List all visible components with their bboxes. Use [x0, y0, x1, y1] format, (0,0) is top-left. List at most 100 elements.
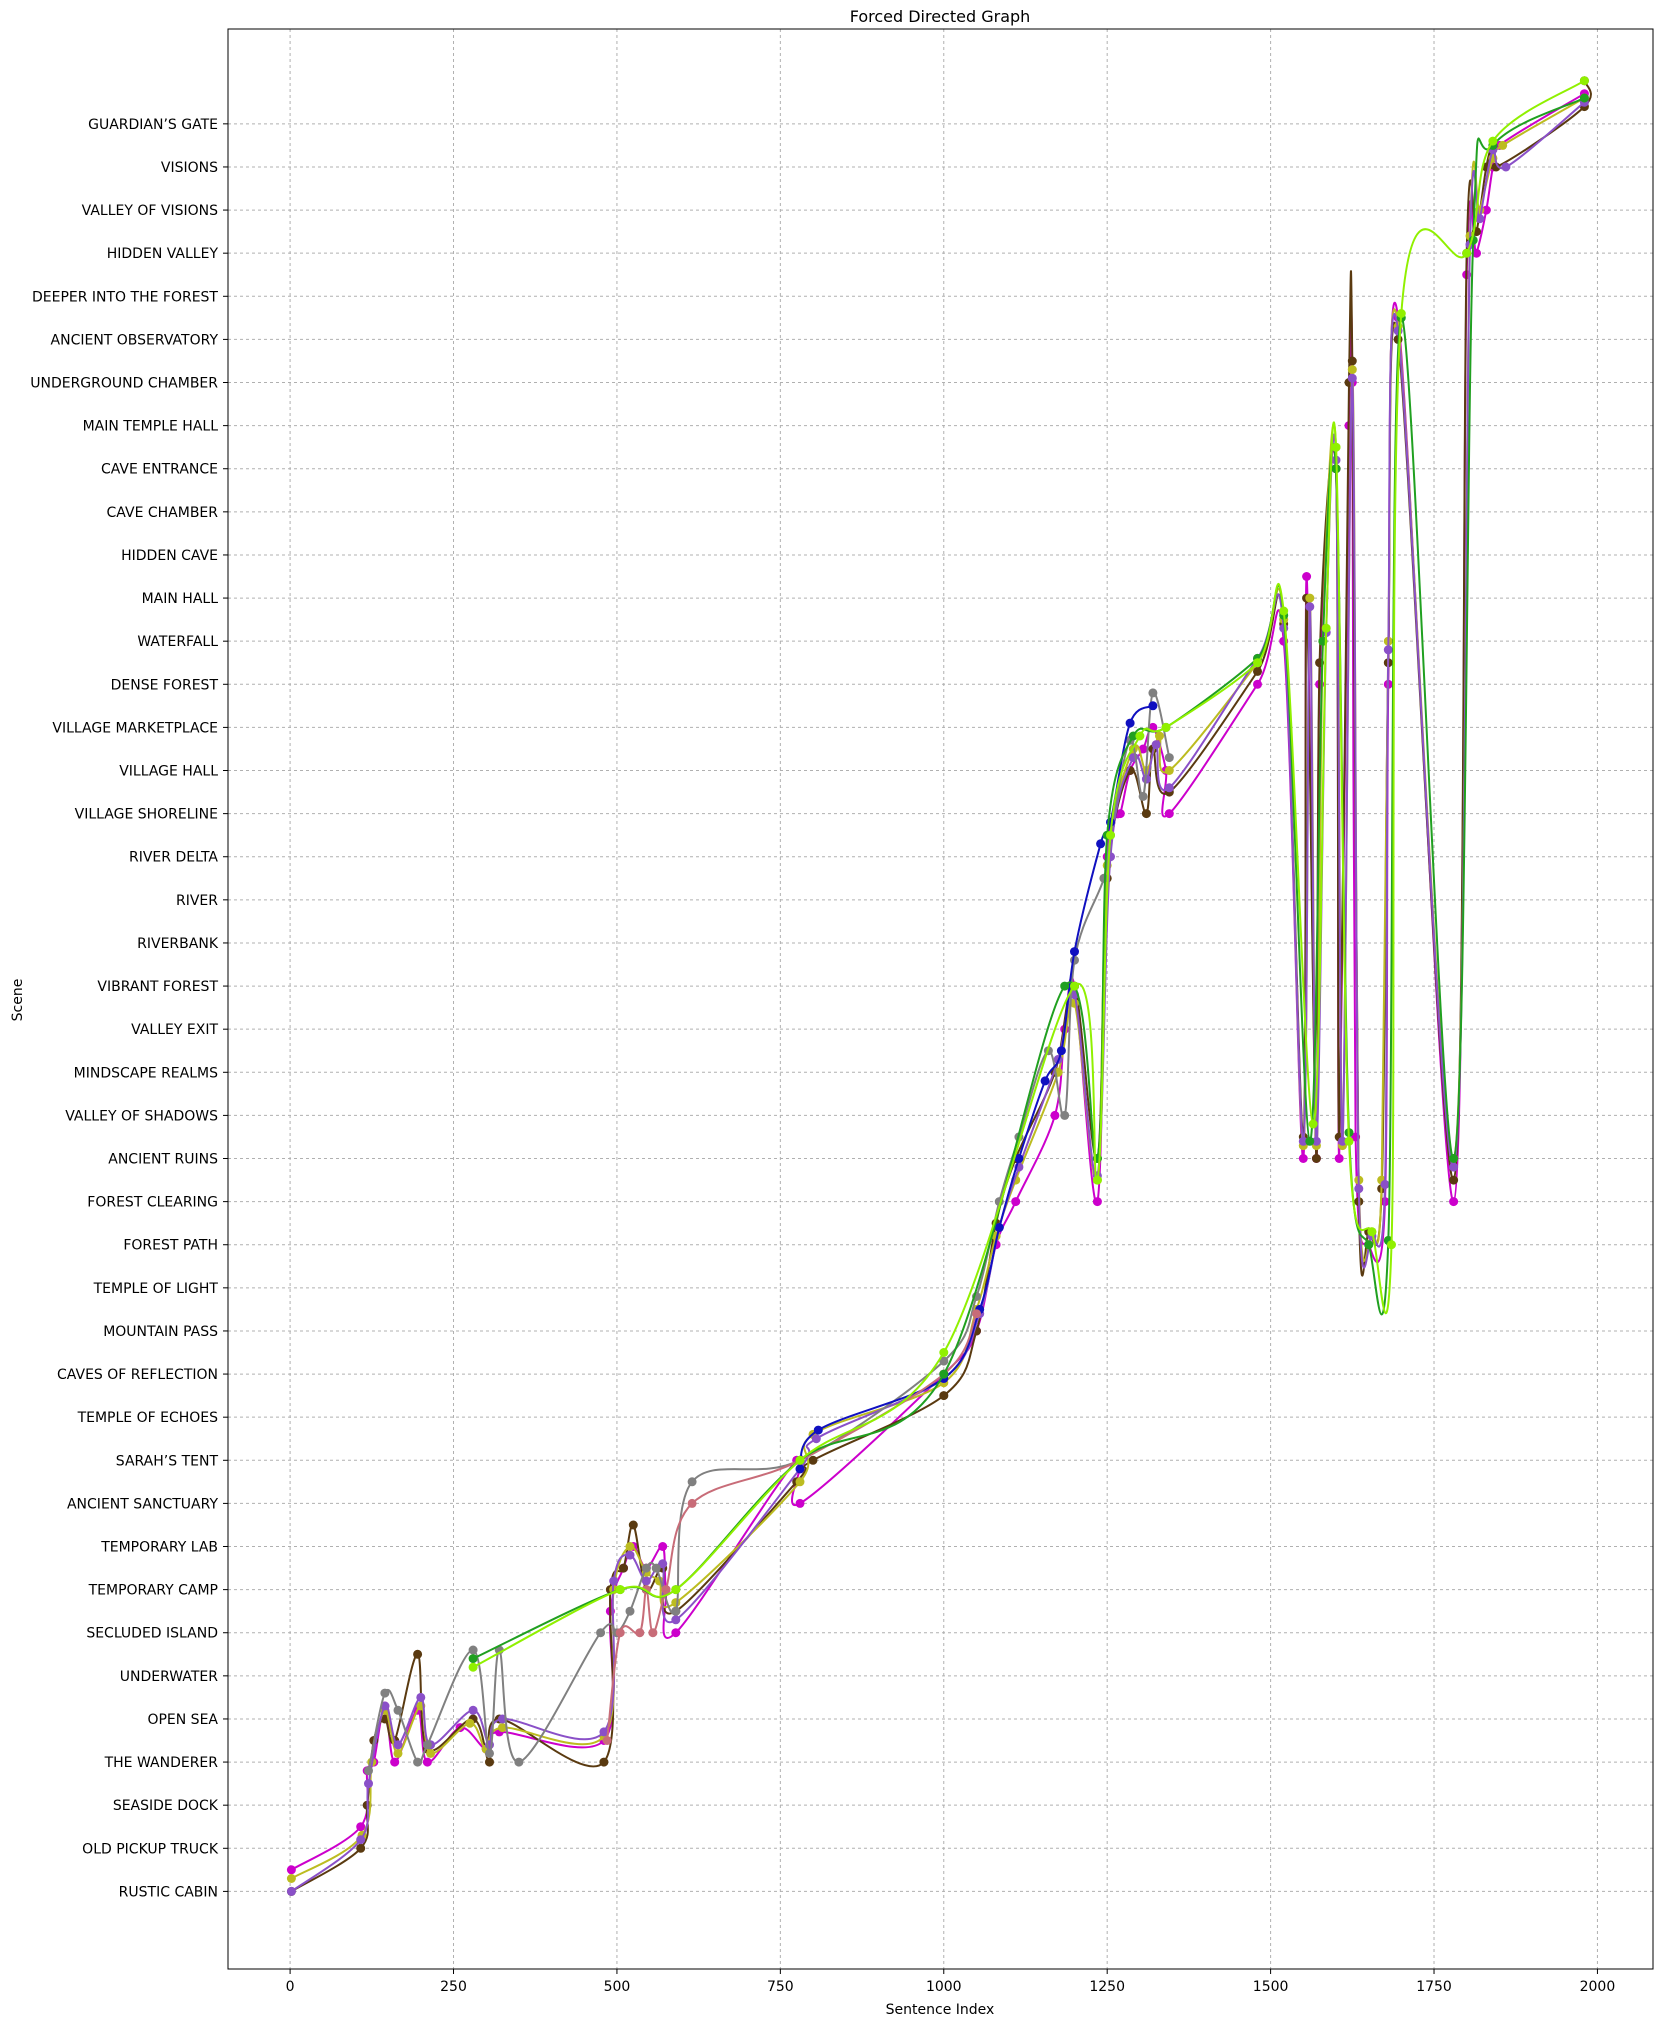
data-point	[1334, 1154, 1344, 1163]
data-point	[615, 1585, 625, 1595]
data-point	[1383, 645, 1393, 655]
data-point	[1298, 1136, 1308, 1146]
y-tick-label: CAVE ENTRANCE	[101, 462, 218, 478]
series-line	[472, 97, 1585, 1660]
data-point	[1364, 1240, 1374, 1250]
data-point	[651, 1563, 661, 1573]
y-tick-label: WATERFALL	[137, 634, 218, 650]
series-line	[606, 1313, 978, 1741]
data-point	[972, 1309, 981, 1319]
y-tick-label: VALLEY OF VISIONS	[82, 203, 218, 219]
y-tick-label: UNDERGROUND CHAMBER	[30, 376, 218, 392]
data-point	[1380, 1179, 1390, 1189]
data-point	[619, 1563, 628, 1573]
data-point	[1475, 214, 1485, 224]
y-tick-label: CAVES OF REFLECTION	[57, 1367, 218, 1383]
data-point	[1138, 791, 1148, 801]
data-point	[413, 1757, 423, 1767]
y-tick-label: RIVERBANK	[137, 936, 219, 952]
data-point	[1050, 1110, 1060, 1120]
y-tick-label: SECLUDED ISLAND	[86, 1626, 218, 1642]
data-point	[356, 1822, 366, 1832]
data-point	[1155, 731, 1164, 741]
y-tick-label: OPEN SEA	[147, 1712, 218, 1728]
data-point	[1311, 1154, 1321, 1163]
data-point	[1138, 744, 1148, 754]
data-point	[413, 1649, 423, 1659]
data-point	[286, 1874, 296, 1883]
data-point	[1488, 136, 1498, 146]
data-point	[1579, 76, 1589, 86]
y-tick-label: DEEPER INTO THE FOREST	[32, 289, 218, 305]
data-point	[422, 1740, 432, 1750]
y-tick-label: RIVER	[176, 893, 218, 909]
data-point	[1321, 623, 1331, 633]
y-axis-label: Scene	[10, 979, 26, 1022]
data-point	[426, 1748, 436, 1758]
y-tick-label: TEMPLE OF LIGHT	[93, 1281, 219, 1297]
y-tick-label: DENSE FOREST	[111, 677, 219, 693]
y-tick-label: ANCIENT SANCTUARY	[67, 1496, 218, 1512]
data-point	[1462, 248, 1472, 258]
plot-frame	[227, 28, 1654, 1970]
data-point	[628, 1520, 638, 1530]
data-point	[1308, 1119, 1318, 1129]
data-point	[687, 1477, 697, 1487]
data-point	[1161, 722, 1171, 732]
data-point	[468, 1654, 478, 1664]
y-tick-label: MOUNTAIN PASS	[103, 1324, 218, 1340]
data-point	[1040, 1076, 1050, 1086]
data-point	[1148, 701, 1158, 711]
y-tick-label: OLD PICKUP TRUCK	[82, 1841, 219, 1857]
data-point	[1164, 809, 1174, 819]
data-point	[671, 1615, 681, 1625]
data-point	[1070, 981, 1079, 991]
data-point	[599, 1757, 609, 1767]
data-point	[1279, 606, 1289, 616]
data-point	[1501, 162, 1511, 172]
data-point	[1135, 731, 1145, 741]
data-point	[602, 1736, 612, 1745]
data-point	[390, 1757, 400, 1767]
data-point	[1305, 593, 1315, 603]
data-point	[687, 1498, 697, 1508]
data-point	[1014, 1154, 1024, 1163]
data-point	[1331, 442, 1341, 452]
x-tick-label: 1750	[1416, 1979, 1452, 1995]
y-tick-label: ANCIENT RUINS	[108, 1152, 218, 1168]
data-point	[994, 1223, 1004, 1232]
data-point	[1449, 1175, 1459, 1185]
y-tick-label: GUARDIAN’S GATE	[88, 117, 218, 133]
y-tick-label: TEMPLE OF ECHOES	[77, 1410, 219, 1426]
data-point	[939, 1369, 949, 1379]
data-point	[939, 1391, 949, 1401]
x-tick-label: 0	[286, 1979, 295, 1995]
chart-title: Forced Directed Graph	[850, 7, 1031, 26]
data-point	[1151, 740, 1161, 750]
x-tick-label: 250	[440, 1979, 467, 1995]
data-point	[393, 1740, 403, 1750]
data-point	[1125, 718, 1135, 728]
data-point	[1472, 248, 1481, 258]
x-tick-label: 1500	[1253, 1979, 1289, 1995]
data-point	[1092, 1175, 1102, 1185]
data-point	[468, 1705, 478, 1715]
y-tick-label: VILLAGE HALL	[119, 764, 218, 780]
data-point	[498, 1723, 507, 1733]
data-point	[1070, 947, 1079, 957]
y-tick-label: THE WANDERER	[104, 1755, 219, 1771]
data-point	[286, 1865, 296, 1875]
data-point	[1449, 1197, 1459, 1207]
data-point	[1141, 809, 1151, 819]
y-tick-label: FOREST CLEARING	[87, 1195, 218, 1211]
y-tick-label: VALLEY EXIT	[131, 1022, 218, 1038]
y-tick-label: RIVER DELTA	[129, 850, 218, 866]
data-point	[811, 1434, 821, 1444]
data-point	[1579, 93, 1589, 103]
data-point	[1011, 1197, 1021, 1207]
x-tick-label: 1000	[926, 1979, 962, 1995]
data-point	[1092, 1197, 1102, 1207]
data-point	[795, 1498, 805, 1508]
data-point	[1164, 783, 1174, 793]
x-tick-label: 1250	[1089, 1979, 1125, 1995]
